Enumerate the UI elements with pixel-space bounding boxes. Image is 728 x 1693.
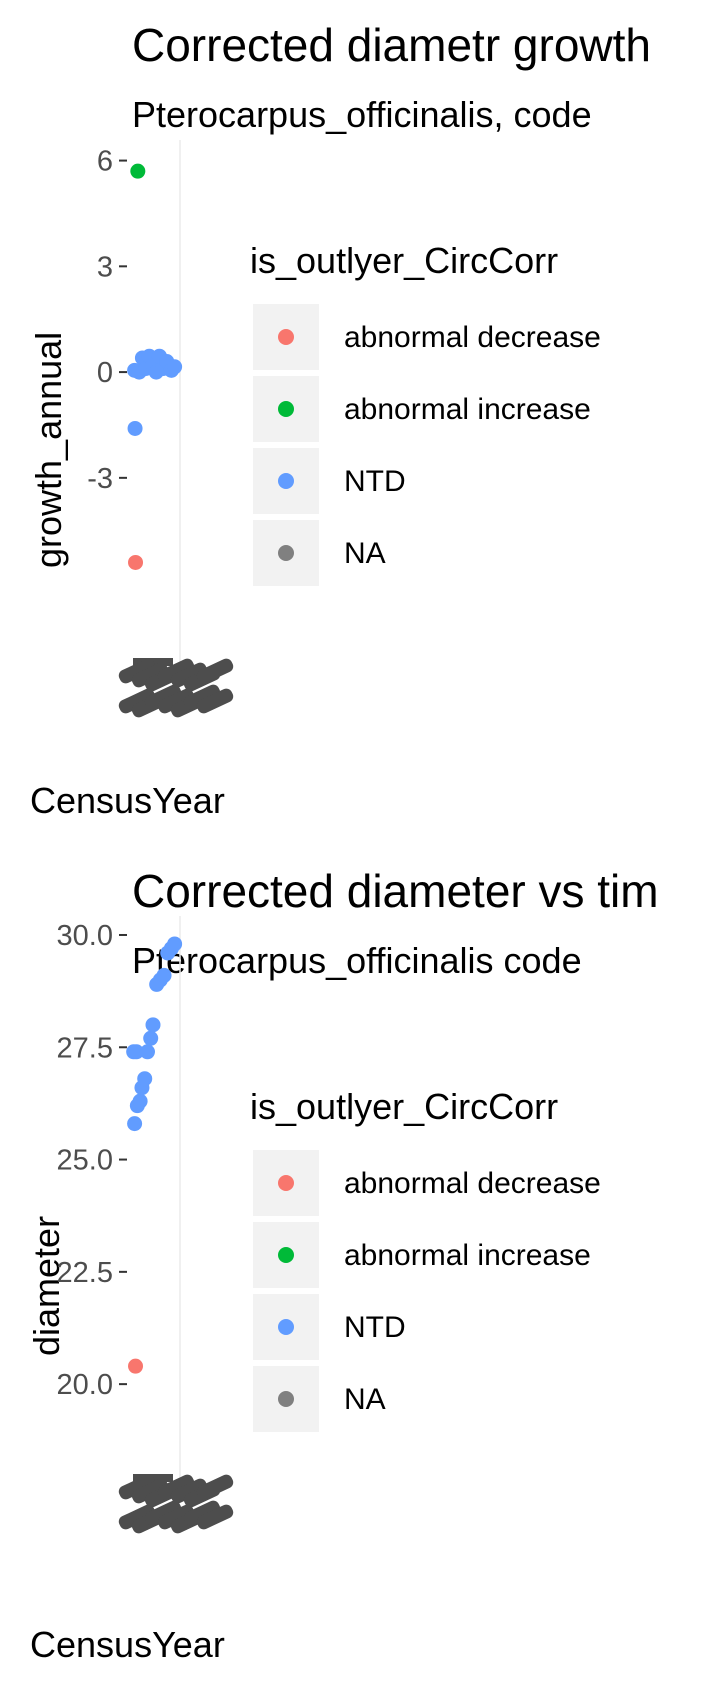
x-tick-label [157,1474,195,1500]
legend-label: NTD [344,465,406,498]
legend-label: abnormal decrease [344,321,601,354]
y-tick-label: 22.5 [57,1257,113,1289]
legend-key-ntd [253,1294,319,1360]
y-tick-label: -3 [87,463,113,495]
x-tick-label [131,662,169,688]
chart-title: Corrected diameter vs tim [132,865,659,917]
y-tick-label: 25.0 [57,1145,113,1177]
chart-subtitle: Pterocarpus_officinalis code [132,940,582,981]
data-point [130,163,146,179]
legend-key-abnormal-increase [253,376,319,442]
legend-title: is_outlyer_CircCorr [250,1086,559,1127]
data-point [137,1071,153,1087]
x-tick-label [183,684,221,710]
data-point [156,967,172,983]
x-tick-label [196,688,234,714]
data-point [127,420,143,436]
x-tick-label [183,1500,221,1526]
x-tick-label [157,688,195,714]
legend-key-na [253,1366,319,1432]
legend-title: is_outlyer_CircCorr [250,240,559,281]
x-tick-label [170,662,208,688]
data-point [132,1093,148,1109]
growth-chart-panel: Corrected diametr growth Pterocarpus_off… [0,0,728,846]
legend-key-ntd [253,448,319,514]
y-tick-label: 30.0 [57,920,113,952]
x-tick-label [118,688,156,714]
x-tick-label [118,658,156,684]
chart-title: Corrected diametr growth [132,19,651,71]
legend-key-na [253,520,319,586]
x-tick-label [144,1500,182,1526]
x-tick-label [131,1478,169,1504]
data-point [167,359,183,375]
data-point [139,1044,155,1060]
x-tick-labels-overlap [118,658,234,718]
y-tick-label: 0 [97,357,113,389]
legend-label: NTD [344,1311,406,1344]
y-tick-label: 27.5 [57,1032,113,1064]
chart-subtitle: Pterocarpus_officinalis, code [132,94,592,135]
x-tick-label [118,1504,156,1530]
diameter-chart-panel: Corrected diameter vs tim Pterocarpus_of… [0,846,728,1693]
legend-key-abnormal-increase [253,1222,319,1288]
x-axis-label: CensusYear [30,1624,225,1665]
legend-label: abnormal increase [344,393,591,426]
data-point [128,554,144,570]
x-tick-label [157,658,195,684]
data-point [143,1030,159,1046]
x-tick-label [196,658,234,684]
data-point [128,1044,144,1060]
data-point [167,936,183,952]
legend-label: abnormal decrease [344,1167,601,1200]
data-point [128,1358,144,1374]
y-tick-label: 6 [97,146,113,178]
data-point [145,1017,161,1033]
x-tick-label [144,684,182,710]
legend-label: NA [344,537,386,570]
scatter-plot-area: 30.0 27.5 25.0 22.5 20.0 [57,916,234,1534]
y-tick-label: 3 [97,251,113,283]
scatter-plot-area: 6 3 0 -3 [87,140,234,718]
legend-label: abnormal increase [344,1239,591,1272]
legend-key-abnormal-decrease [253,1150,319,1216]
x-tick-label [196,1474,234,1500]
x-tick-label [118,1474,156,1500]
legend-label: NA [344,1383,386,1416]
x-tick-labels-overlap [118,1474,234,1534]
legend-key-abnormal-decrease [253,304,319,370]
y-tick-label: 20.0 [57,1369,113,1401]
x-tick-label [196,1504,234,1530]
x-axis-label: CensusYear [30,780,225,821]
x-tick-label [170,1478,208,1504]
x-tick-label [157,1504,195,1530]
data-point [127,1116,143,1132]
